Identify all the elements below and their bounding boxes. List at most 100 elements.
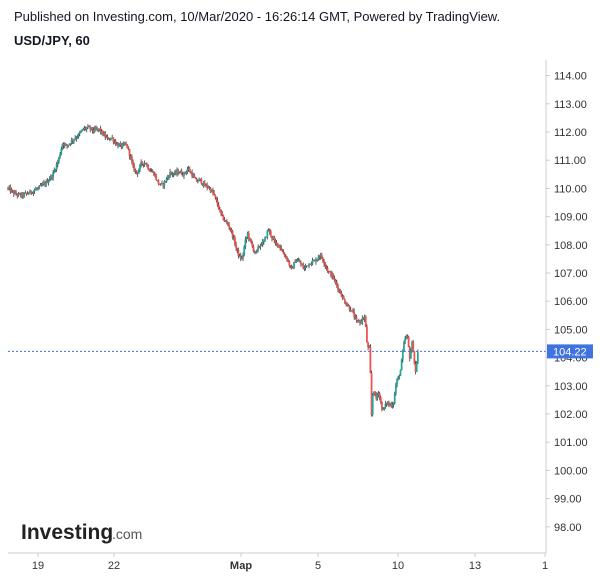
candle-down (212, 190, 214, 193)
candle-up (29, 190, 31, 194)
candle-up (254, 251, 257, 253)
candle-down (357, 320, 360, 323)
price-tick-label: 114.00 (554, 71, 587, 83)
candle-down (338, 289, 341, 291)
candle-down (66, 144, 68, 146)
candle-down (164, 181, 167, 183)
candle-down (161, 183, 163, 185)
candle-down (46, 181, 49, 183)
candle-up (10, 189, 13, 192)
candle-down (271, 235, 273, 239)
candle-up (296, 260, 299, 262)
candle-down (84, 128, 87, 130)
candle-up (39, 185, 42, 187)
price-tick-label: 102.00 (554, 409, 588, 421)
candle-up (119, 143, 122, 145)
time-tick-label: 10 (392, 560, 404, 572)
price-tick-label: 103.00 (554, 381, 588, 393)
candle-up (405, 335, 408, 339)
candle-down (51, 175, 53, 178)
price-axis: 98.0099.00100.00101.00102.00103.00104.00… (546, 71, 588, 534)
candle-down (414, 364, 417, 372)
candle-down (217, 205, 220, 210)
candle-down (144, 163, 147, 165)
price-tick-label: 113.00 (554, 99, 587, 111)
time-tick-label: 19 (32, 560, 44, 572)
candle-up (58, 157, 60, 162)
candle-up (317, 257, 320, 260)
candle-down (347, 305, 350, 307)
candle-down (12, 191, 15, 195)
candle-down (142, 163, 145, 165)
candle-up (297, 260, 300, 262)
candle-up (90, 127, 93, 130)
price-tick-label: 112.00 (554, 127, 587, 139)
candle-down (190, 172, 192, 174)
last-price-badge (547, 344, 593, 359)
candle-up (105, 137, 108, 139)
candle-down (22, 193, 24, 197)
candle-down (26, 193, 29, 195)
candle-down (112, 138, 115, 142)
candle-up (411, 341, 413, 352)
candle-up (377, 393, 380, 396)
candle-down (88, 126, 90, 128)
candle-down (268, 230, 271, 232)
candle-down (342, 296, 345, 300)
candle-up (77, 133, 80, 137)
candle-down (201, 183, 204, 186)
candle-up (24, 192, 27, 194)
candle-up (32, 191, 35, 194)
candle-down (284, 256, 287, 258)
candle-down (260, 245, 263, 247)
candle-up (110, 137, 112, 140)
candle-down (157, 180, 160, 184)
candle-down (25, 192, 28, 194)
candle-down (283, 254, 286, 257)
candle-down (231, 231, 234, 238)
candle-down (273, 238, 276, 241)
candle-up (163, 181, 166, 186)
candle-up (80, 131, 82, 133)
time-tick-label: 22 (108, 560, 120, 572)
candle-down (362, 318, 365, 320)
candle-down (335, 282, 338, 286)
candle-up (264, 237, 266, 242)
candles-layer (7, 124, 419, 417)
candle-up (139, 164, 141, 170)
candle-down (225, 221, 228, 223)
candle-down (250, 238, 253, 243)
time-tick-label: 13 (469, 560, 481, 572)
candle-down (378, 393, 381, 398)
candle-down (15, 192, 18, 195)
candle-down (218, 209, 221, 211)
candle-down (345, 303, 347, 305)
candle-down (206, 185, 209, 188)
candle-down (97, 128, 100, 130)
candle-down (320, 254, 323, 259)
candle-up (53, 170, 56, 173)
candle-down (348, 306, 351, 310)
candle-up (376, 395, 379, 399)
candle-down (274, 240, 277, 243)
candle-up (401, 351, 404, 360)
candle-down (325, 265, 328, 268)
candle-up (256, 249, 258, 252)
candle-down (62, 144, 65, 146)
candle-down (16, 194, 19, 196)
candle-up (196, 181, 199, 183)
candle-up (27, 193, 30, 195)
published-info: Published on Investing.com, 10/Mar/2020 … (14, 9, 501, 24)
candle-up (392, 403, 395, 405)
candle-up (267, 230, 270, 232)
candle-down (353, 311, 356, 318)
candle-down (332, 274, 335, 279)
candle-down (323, 261, 325, 264)
candle-down (282, 251, 285, 255)
candle-down (408, 346, 411, 359)
candle-up (70, 139, 73, 144)
candle-up (262, 241, 265, 243)
candle-down (300, 262, 302, 264)
candle-down (247, 233, 250, 239)
